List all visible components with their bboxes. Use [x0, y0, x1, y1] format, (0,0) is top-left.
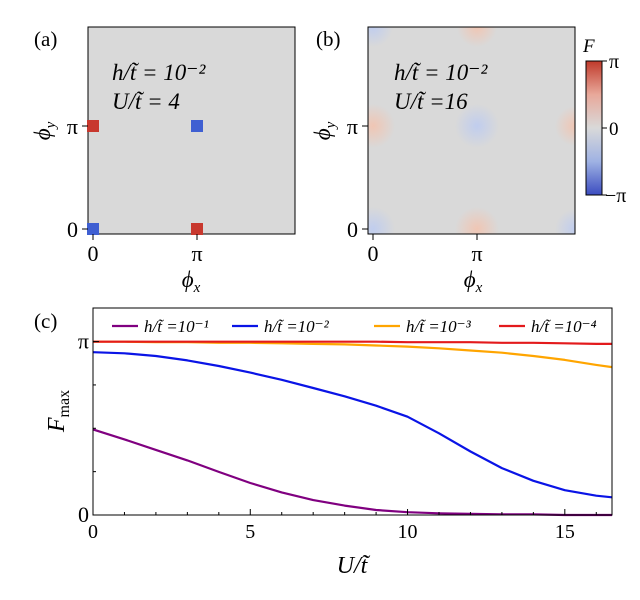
panel-b-ytick-0: 0	[347, 217, 358, 242]
legend-label: h/t̃ =10⁻¹	[144, 317, 209, 336]
spot-pi-0	[191, 223, 203, 235]
panel-b-xtick-0: 0	[368, 241, 379, 266]
legend-label: h/t̃ =10⁻²	[264, 317, 330, 336]
y-tick-label: π	[78, 329, 89, 354]
panel-b-xtick-pi: π	[471, 241, 482, 266]
spot-0-0	[87, 223, 99, 235]
panel-a-annotation-u: U/t̃ = 4	[112, 89, 180, 114]
panel-a-label: (a)	[34, 27, 57, 51]
colorbar-tick-neg-pi: −π	[605, 185, 626, 207]
panel-a-xtick-pi: π	[191, 241, 202, 266]
panel-c-legend: h/t̃ =10⁻¹ h/t̃ =10⁻² h/t̃ =10⁻³ h/t̃ =10⁻⁴	[112, 317, 597, 336]
spot-pi-pi	[191, 120, 203, 132]
panel-a-ylabel: ϕy	[30, 121, 59, 140]
panel-c-ticks: 0 5 10 15 0 π	[78, 329, 597, 543]
x-tick-label: 5	[245, 521, 255, 543]
panel-b-xlabel: ϕx	[464, 267, 483, 296]
panel-c-ylabel: Fmax	[44, 390, 73, 433]
x-tick-label: 10	[398, 521, 418, 543]
panel-b-annotation-u: U/t̃ =16	[394, 89, 468, 114]
legend-label: h/t̃ =10⁻⁴	[531, 317, 597, 336]
legend-label: h/t̃ =10⁻³	[406, 317, 472, 336]
panel-b: (b) h/t̃ = 10⁻² U/t̃ =16 π 0 0 π ϕx ϕy	[310, 26, 576, 296]
x-tick-label: 0	[88, 521, 98, 543]
panel-a-annotation-h: h/t̃ = 10⁻²	[112, 60, 206, 85]
panel-c-label: (c)	[34, 309, 57, 333]
panel-a-xlabel: ϕx	[182, 267, 201, 296]
panel-b-blobs	[368, 27, 575, 234]
series-line-3	[93, 340, 613, 369]
colorbar: F π 0 −π	[582, 36, 626, 207]
colorbar-title: F	[582, 36, 595, 57]
panel-b-annotation-h: h/t̃ = 10⁻²	[394, 60, 488, 85]
colorbar-tick-0: 0	[609, 119, 619, 140]
panel-b-ylabel: ϕy	[310, 121, 339, 140]
colorbar-tick-pi: π	[609, 51, 619, 73]
panel-a-xtick-0: 0	[88, 241, 99, 266]
y-tick-label: 0	[78, 502, 89, 527]
series-line-4	[93, 340, 612, 345]
panel-c-lines	[92, 340, 613, 517]
panel-a-ytick-0: 0	[67, 217, 78, 242]
spot-0-pi	[87, 120, 99, 132]
series-line-1	[92, 428, 612, 517]
panel-a-ytick-pi: π	[67, 114, 78, 139]
panel-c-xlabel: U/t̃	[337, 553, 371, 579]
series-line-2	[92, 351, 613, 499]
panel-b-label: (b)	[316, 27, 341, 51]
x-tick-label: 15	[555, 521, 575, 543]
panel-b-ytick-pi: π	[347, 114, 358, 139]
colorbar-gradient	[585, 60, 603, 196]
panel-a: (a) h/t̃ = 10⁻² U/t̃ = 4 π 0 0 π ϕx ϕy	[30, 26, 296, 296]
panel-c-frame	[92, 307, 613, 516]
